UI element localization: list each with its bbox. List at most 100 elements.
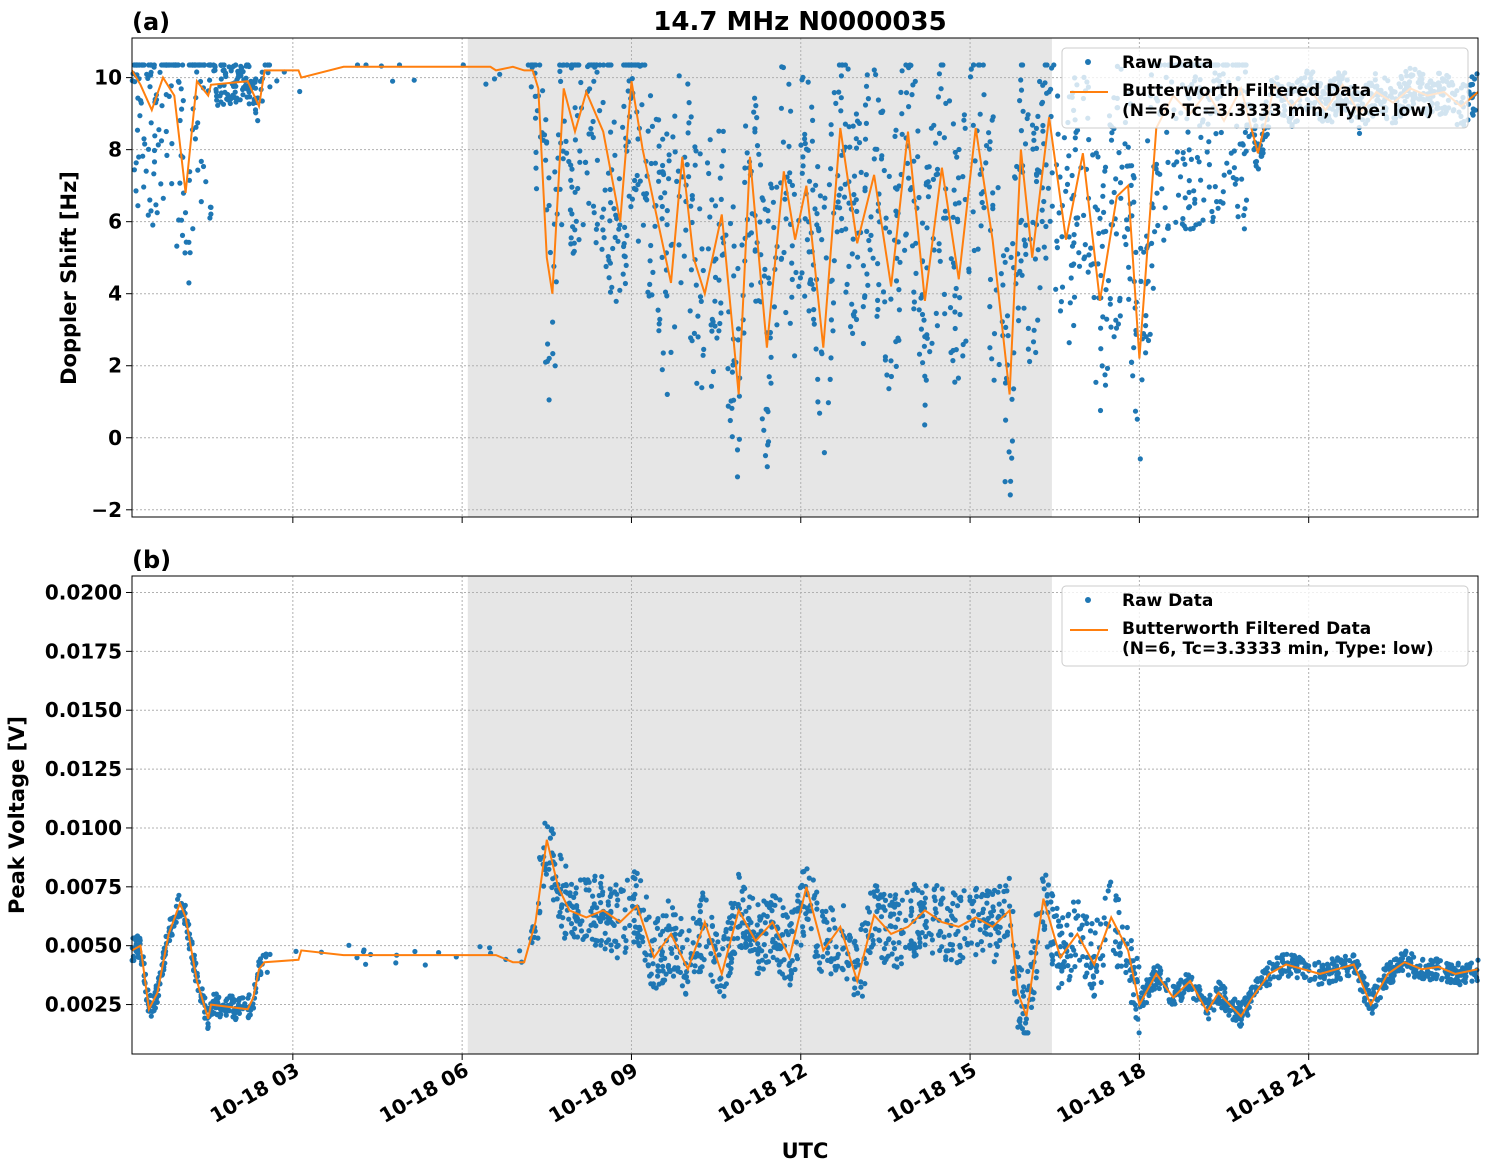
raw-data-point [176, 217, 182, 223]
raw-data-point [730, 905, 736, 911]
raw-data-point [1064, 165, 1070, 171]
raw-data-point [549, 826, 555, 832]
raw-data-point [919, 930, 925, 936]
raw-data-point [1206, 139, 1212, 145]
raw-data-point [995, 943, 1001, 950]
raw-data-point [650, 981, 657, 987]
raw-data-point [831, 90, 837, 96]
raw-data-point [169, 181, 175, 187]
raw-data-point [148, 1013, 154, 1019]
raw-data-point [789, 970, 795, 977]
raw-data-point [1228, 150, 1234, 156]
raw-data-point [978, 939, 985, 945]
raw-data-point [1206, 1016, 1212, 1022]
raw-data-point [689, 219, 695, 226]
raw-data-point [642, 62, 648, 68]
raw-data-point [1191, 188, 1197, 194]
x-tick-label: 10-18 15 [883, 1058, 981, 1128]
raw-data-point [1218, 985, 1224, 992]
raw-data-point [700, 267, 706, 274]
raw-data-point [922, 895, 929, 901]
raw-data-point [768, 354, 774, 360]
raw-data-point [568, 177, 574, 183]
raw-data-point [656, 968, 662, 974]
raw-data-point [363, 961, 369, 967]
raw-data-point [880, 904, 887, 910]
raw-data-point [1088, 941, 1094, 947]
raw-data-point [1118, 195, 1124, 201]
raw-data-point [563, 882, 570, 889]
raw-data-point [1242, 129, 1248, 135]
raw-data-point [540, 137, 547, 143]
raw-data-point [1105, 278, 1112, 284]
raw-data-point [976, 912, 982, 918]
raw-data-point [1100, 193, 1106, 199]
raw-data-point [1134, 955, 1140, 962]
raw-data-point [806, 875, 812, 881]
raw-data-point [852, 985, 858, 991]
raw-data-point [1212, 184, 1218, 190]
y-ticks: 0.00250.00500.00750.01000.01250.01500.01… [45, 580, 132, 1017]
raw-data-point [1108, 324, 1114, 330]
raw-data-point [232, 1014, 238, 1020]
raw-data-point [864, 228, 870, 234]
raw-data-point [846, 124, 852, 130]
raw-data-point [839, 965, 845, 972]
raw-data-point [1117, 941, 1123, 947]
raw-data-point [718, 310, 724, 316]
raw-data-point [938, 62, 944, 68]
raw-data-point [611, 119, 617, 125]
raw-data-point [576, 237, 582, 243]
raw-data-point [602, 187, 608, 193]
raw-data-point [1102, 164, 1109, 170]
raw-data-point [664, 222, 670, 228]
raw-data-point [575, 185, 581, 192]
raw-data-point [868, 232, 874, 238]
raw-data-point [628, 204, 634, 210]
raw-data-point [990, 190, 996, 196]
raw-data-point [743, 123, 749, 129]
raw-data-point [815, 399, 821, 405]
raw-data-point [390, 78, 396, 84]
raw-data-point [971, 62, 977, 68]
raw-data-point [148, 208, 154, 214]
raw-data-point [794, 956, 801, 962]
raw-data-point [639, 102, 645, 108]
raw-data-point [1439, 977, 1445, 983]
raw-data-point [890, 940, 897, 946]
raw-data-point [346, 942, 352, 948]
raw-data-point [810, 117, 816, 123]
raw-data-point [632, 924, 639, 930]
raw-data-point [528, 84, 534, 90]
raw-data-point [1173, 219, 1179, 225]
raw-data-point [491, 76, 498, 82]
raw-data-point [1191, 995, 1197, 1002]
raw-data-point [1241, 226, 1247, 232]
panel-label-a: (a) [132, 8, 170, 36]
raw-data-point [659, 216, 665, 222]
raw-data-point [1124, 924, 1130, 931]
raw-data-point [148, 120, 154, 126]
raw-data-point [169, 141, 175, 147]
raw-data-point [620, 271, 626, 277]
raw-data-point [987, 139, 993, 145]
raw-data-point [1180, 150, 1186, 156]
raw-data-point [1122, 141, 1128, 147]
raw-data-point [795, 892, 801, 898]
raw-data-point [1015, 1024, 1021, 1030]
axes-frame [131, 575, 1479, 1055]
raw-data-point [1136, 964, 1142, 970]
raw-data-point [719, 163, 725, 169]
raw-data-point [998, 271, 1004, 277]
raw-data-point [1053, 286, 1059, 292]
raw-data-point [872, 146, 878, 152]
raw-data-point [910, 887, 916, 893]
raw-data-point [1123, 241, 1129, 248]
raw-data-point [766, 280, 773, 286]
raw-data-point [1056, 985, 1062, 991]
raw-data-point [751, 109, 757, 115]
raw-data-point [621, 243, 627, 250]
raw-data-point [1430, 972, 1436, 978]
raw-data-point [937, 258, 943, 264]
raw-data-point [911, 306, 917, 312]
